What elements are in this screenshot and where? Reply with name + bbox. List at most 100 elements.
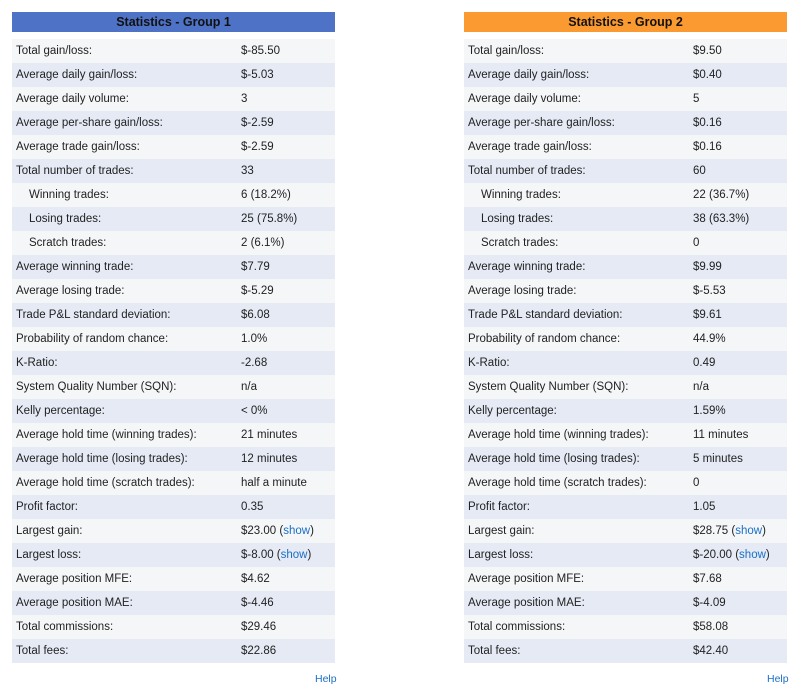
stat-label: Winning trades:	[29, 189, 109, 201]
stat-label: Scratch trades:	[481, 237, 559, 249]
stat-value: 60	[693, 165, 706, 177]
stat-value-cell: $7.79	[237, 261, 335, 273]
stat-label: Profit factor:	[468, 501, 530, 513]
stat-value: $29.46	[241, 621, 277, 633]
stat-label: Average daily volume:	[16, 93, 129, 105]
show-link[interactable]: show	[280, 549, 308, 561]
stat-value-cell: 1.0%	[237, 333, 335, 345]
stat-value-cell: $4.62	[237, 573, 335, 585]
stat-value-cell: $-8.00 (show)	[241, 549, 312, 561]
stat-value-cell: -2.68	[237, 357, 335, 369]
stat-value: 2 (6.1%)	[241, 237, 285, 249]
help-link[interactable]: Help	[315, 673, 337, 685]
stat-value: $9.50	[693, 45, 722, 57]
stat-value: $9.61	[693, 309, 722, 321]
table-row: Losing trades: 38 (63.3%)	[464, 207, 787, 231]
table-row: Average hold time (losing trades): 12 min…	[12, 447, 335, 471]
table-row: Average position MFE: $7.68	[464, 567, 787, 591]
stat-value-cell: 0.49	[689, 357, 787, 369]
stat-label: System Quality Number (SQN):	[16, 381, 177, 393]
stat-value: 44.9%	[693, 333, 726, 345]
stat-value-cell: 25 (75.8%)	[237, 213, 335, 225]
stat-value-cell: half a minute	[237, 477, 335, 489]
table-row: Average winning trade: $9.99	[464, 255, 787, 279]
stat-value: 0	[693, 477, 700, 489]
stat-label: Total commissions:	[468, 621, 566, 633]
stat-value-cell: n/a	[237, 381, 335, 393]
statistics-group-1-panel: Statistics - Group 1 Total gain/loss: $-8…	[12, 12, 335, 663]
stat-value: 1.0%	[241, 333, 268, 345]
stat-value: $-2.59	[241, 117, 274, 129]
table-row: Probability of random chance: 44.9%	[464, 327, 787, 351]
table-row: Average daily gain/loss: $-5.03	[12, 63, 335, 87]
stat-value: $-85.50	[241, 45, 281, 57]
stat-value-cell: n/a	[689, 381, 787, 393]
stat-value-cell: 11 minutes	[689, 429, 787, 441]
stat-label: Average hold time (winning trades):	[468, 429, 649, 441]
stat-value: 33	[241, 165, 254, 177]
stat-value-cell: $-4.46	[237, 597, 335, 609]
stat-value-cell: $-2.59	[237, 141, 335, 153]
stat-value-cell: $9.50	[689, 45, 787, 57]
stat-value: $-20.00	[693, 549, 733, 561]
stat-value: $23.00	[241, 525, 277, 537]
table-row: Probability of random chance: 1.0%	[12, 327, 335, 351]
table-row: Kelly percentage: < 0%	[12, 399, 335, 423]
table-row: Profit factor: 0.35	[12, 495, 335, 519]
stat-value: $6.08	[241, 309, 270, 321]
table-row: Average hold time (scratch trades): 0	[464, 471, 787, 495]
table-row: Winning trades: 6 (18.2%)	[12, 183, 335, 207]
stat-value: $-4.46	[241, 597, 274, 609]
stat-value: $42.40	[693, 645, 729, 657]
stat-value-cell: 0.35	[237, 501, 335, 513]
stat-value-cell: $22.86	[237, 645, 335, 657]
stat-value-cell: $9.99	[689, 261, 787, 273]
panel-title: Statistics - Group 1	[12, 12, 335, 32]
show-link[interactable]: show	[735, 525, 763, 537]
stat-value-cell: 12 minutes	[237, 453, 335, 465]
table-row: Total commissions: $29.46	[12, 615, 335, 639]
stat-value: 12 minutes	[241, 453, 298, 465]
stat-label: Total commissions:	[16, 621, 114, 633]
table-row: System Quality Number (SQN): n/a	[12, 375, 335, 399]
table-row: Average hold time (scratch trades): half …	[12, 471, 335, 495]
table-row: Total commissions: $58.08	[464, 615, 787, 639]
table-row: Profit factor: 1.05	[464, 495, 787, 519]
panel-title: Statistics - Group 2	[464, 12, 787, 32]
stat-label: Average hold time (scratch trades):	[468, 477, 647, 489]
table-row: System Quality Number (SQN): n/a	[464, 375, 787, 399]
stat-value: $28.75	[693, 525, 729, 537]
show-link[interactable]: show	[739, 549, 766, 561]
stat-label: Largest loss:	[16, 549, 82, 561]
stat-value-cell: $0.16	[689, 141, 787, 153]
stat-value: 1.59%	[693, 405, 726, 417]
stat-value: 0	[693, 237, 700, 249]
stat-label: Losing trades:	[29, 213, 102, 225]
show-link[interactable]: show	[283, 525, 311, 537]
stat-value: $7.68	[693, 573, 722, 585]
table-row: Average winning trade: $7.79	[12, 255, 335, 279]
stat-value-cell: 0	[689, 477, 787, 489]
stat-value-cell: 3	[237, 93, 335, 105]
table-row: Largest gain: $28.75 (show)	[464, 519, 787, 543]
table-row: Average trade gain/loss: $-2.59	[12, 135, 335, 159]
stat-value: 5	[693, 93, 700, 105]
stat-value: $4.62	[241, 573, 270, 585]
stat-label: K-Ratio:	[468, 357, 510, 369]
stat-value-cell: $6.08	[237, 309, 335, 321]
table-row: Trade P&L standard deviation: $9.61	[464, 303, 787, 327]
stat-label: Average trade gain/loss:	[16, 141, 140, 153]
help-link[interactable]: Help	[767, 673, 789, 685]
table-row: Total number of trades: 60	[464, 159, 787, 183]
stat-value-cell: $0.16	[689, 117, 787, 129]
table-row: Average per-share gain/loss: $0.16	[464, 111, 787, 135]
stat-label: K-Ratio:	[16, 357, 58, 369]
stat-value: $22.86	[241, 645, 277, 657]
stat-value-cell: $-5.53	[689, 285, 787, 297]
table-row: Largest loss: $-8.00 (show)	[12, 543, 335, 567]
stat-label: Average position MAE:	[16, 597, 133, 609]
stat-label: Trade P&L standard deviation:	[16, 309, 171, 321]
table-row: Largest gain: $23.00 (show)	[12, 519, 335, 543]
stat-value-cell: $-2.59	[237, 117, 335, 129]
stat-label: Losing trades:	[481, 213, 554, 225]
